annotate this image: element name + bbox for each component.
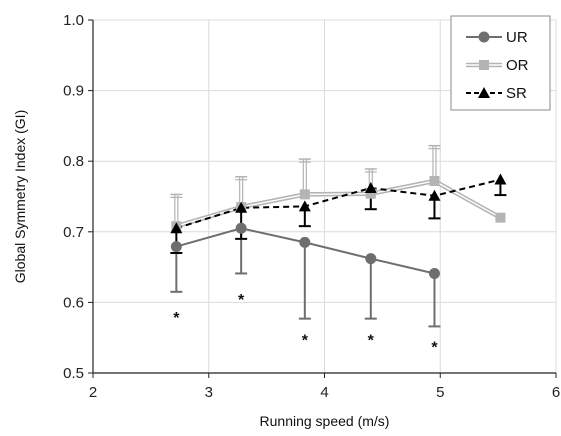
x-tick-label: 5 <box>436 384 444 401</box>
tick-labels: 0.5 0.6 0.7 0.8 0.9 1.0 2 3 4 5 6 <box>63 12 560 401</box>
sr-point <box>170 222 183 234</box>
significance-marker: * <box>173 310 180 327</box>
y-tick-label: 0.8 <box>63 153 84 170</box>
ur-point <box>170 241 182 253</box>
legend-sr-marker <box>478 87 490 98</box>
or-point <box>365 188 376 199</box>
error-bars <box>170 144 507 328</box>
y-tick-label: 0.7 <box>63 224 84 241</box>
sr-point <box>235 201 248 213</box>
legend-sr-label: SR <box>506 85 527 102</box>
x-tick-label: 4 <box>320 384 328 401</box>
sr-point <box>494 173 507 185</box>
legend: UR OR SR <box>450 15 551 111</box>
sr-point <box>364 182 377 194</box>
x-tick-label: 2 <box>89 384 97 401</box>
or-point <box>429 175 440 186</box>
sr-point <box>298 200 311 212</box>
axes <box>88 19 557 378</box>
y-tick-label: 0.9 <box>63 83 84 100</box>
y-axis-title: Global Symmetry Index (GI) <box>12 110 28 284</box>
y-tick-label: 0.6 <box>63 294 84 311</box>
sr-line <box>175 178 501 230</box>
grid <box>93 19 557 373</box>
legend-or-marker <box>479 60 489 70</box>
significance-marker: * <box>238 292 245 309</box>
ur-point <box>428 267 440 279</box>
ur-point <box>365 253 377 265</box>
or-line <box>175 178 502 229</box>
series-markers <box>170 173 507 279</box>
x-tick-label: 6 <box>552 384 560 401</box>
significance-marker: * <box>431 340 438 357</box>
or-point <box>495 212 506 223</box>
y-tick-label: 1.0 <box>63 12 84 29</box>
or-line-inner <box>176 180 501 227</box>
x-axis-title: Running speed (m/s) <box>260 413 390 429</box>
legend-or-label: OR <box>506 57 529 74</box>
sr-point <box>428 189 441 201</box>
significance-marker: * <box>368 332 375 349</box>
or-point <box>299 189 310 200</box>
significance-markers: * * * * * <box>173 292 438 356</box>
significance-marker: * <box>302 332 309 349</box>
legend-ur-marker <box>478 31 490 43</box>
ur-point <box>299 236 311 248</box>
legend-ur-label: UR <box>506 29 528 46</box>
series-lines <box>175 178 502 275</box>
y-tick-label: 0.5 <box>63 365 84 382</box>
ur-point <box>235 222 247 234</box>
x-tick-label: 3 <box>205 384 213 401</box>
